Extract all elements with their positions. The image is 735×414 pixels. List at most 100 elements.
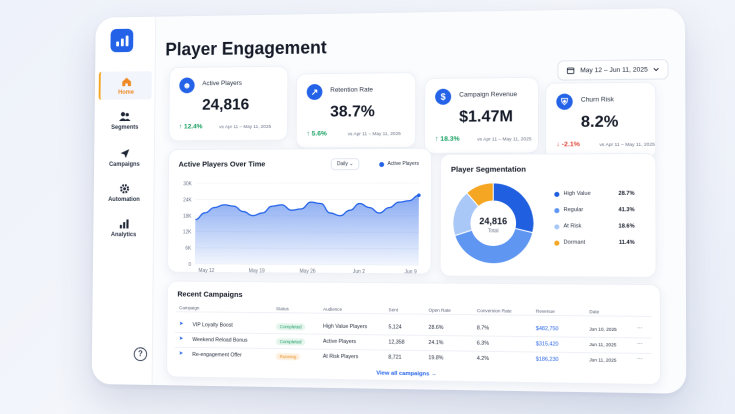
- donut-center-label: Total: [488, 228, 499, 234]
- sidebar-item-label: Segments: [98, 125, 151, 131]
- kpi-value: $1.47M: [459, 108, 513, 126]
- date-range-label: May 12 – Jun 11, 2025: [580, 66, 648, 74]
- legend-swatch: [554, 240, 559, 245]
- kpi-delta: ↓ -2.1%: [556, 141, 580, 148]
- legend-swatch: [554, 224, 559, 229]
- open-rate: 19.8%: [428, 355, 443, 361]
- column-header: Date: [589, 309, 599, 314]
- column-header: Audience: [323, 307, 342, 312]
- sidebar-item-home[interactable]: Home: [99, 71, 152, 100]
- campaigns-table: Campaign Status Audience Sent Open Rate Conve…: [168, 282, 660, 286]
- conversion-rate: 4.2%: [477, 356, 489, 362]
- conversion-rate: 8.7%: [477, 325, 489, 331]
- segment-value: 11.4%: [619, 240, 635, 246]
- row-divider: [175, 347, 652, 354]
- sent: 8,721: [388, 355, 401, 361]
- sidebar-item-analytics[interactable]: Analytics: [97, 218, 150, 239]
- app-window: Home Segments Campaigns Automation Analy…: [92, 8, 687, 394]
- column-header: Open Rate: [428, 308, 450, 313]
- legend-swatch: [554, 191, 559, 196]
- view-all-link[interactable]: View all campaigns →: [376, 371, 437, 378]
- sidebar-item-automation[interactable]: Automation: [97, 182, 150, 203]
- campaign-name[interactable]: Weekend Reload Bonus: [192, 337, 247, 344]
- calendar-icon: [567, 66, 575, 74]
- conversion-rate: 6.3%: [477, 341, 489, 347]
- home-icon: [101, 75, 152, 87]
- legend-swatch: [554, 208, 559, 213]
- bar-chart-icon: [97, 218, 150, 230]
- row-menu-icon[interactable]: ⋯: [637, 357, 643, 363]
- kpi-card-revenue: $ Campaign Revenue $1.47M ↑ 18.3% vs Apr…: [424, 77, 539, 154]
- kpi-card-churn: ⛨ Churn Risk 8.2% ↓ -2.1% vs Apr 11 – Ma…: [545, 82, 656, 160]
- divider: [175, 311, 651, 317]
- donut-chart: 24,816Total: [441, 154, 658, 279]
- chevron-down-icon: [653, 66, 659, 72]
- y-tick-label: 6K: [185, 246, 192, 252]
- date: Jun 11, 2025: [589, 342, 616, 347]
- kpi-delta-value: 5.6%: [312, 131, 327, 138]
- y-tick-label: 12K: [183, 230, 192, 236]
- sidebar-item-segments[interactable]: Segments: [98, 110, 151, 131]
- send-icon: ➤: [179, 336, 183, 342]
- sidebar-item-campaigns[interactable]: Campaigns: [98, 147, 151, 168]
- kpi-card-active-players: ☻ Active Players 24,816 ↑ 12.4% vs Apr 1…: [168, 66, 288, 142]
- segment-legend-row: Regular 41.3%: [554, 207, 634, 213]
- active-players-chart-card: Active Players Over Time Daily ⌄ Active …: [167, 148, 432, 275]
- kpi-compare: vs Apr 11 – May 11, 2025: [477, 137, 531, 142]
- dollar-icon: $: [435, 89, 451, 105]
- shield-icon: ⛨: [556, 94, 572, 110]
- kpi-delta: ↑ 18.3%: [435, 136, 460, 143]
- kpi-delta-value: -2.1%: [562, 141, 580, 148]
- view-all-label: View all campaigns: [376, 371, 429, 378]
- revenue: $482,750: [536, 326, 559, 332]
- gear-icon: [98, 182, 151, 194]
- sent: 5,124: [388, 324, 401, 330]
- data-point-last: [417, 193, 421, 197]
- segment-value: 18.6%: [618, 223, 634, 229]
- segment-value: 41.3%: [618, 207, 634, 213]
- campaign-name[interactable]: VIP Loyalty Boost: [192, 322, 232, 328]
- row-menu-icon[interactable]: ⋯: [637, 326, 643, 332]
- kpi-compare: vs Apr 11 – May 11, 2025: [348, 132, 401, 137]
- trend-icon: ↗: [307, 84, 323, 100]
- kpi-label: Campaign Revenue: [459, 91, 517, 99]
- segment-label: Regular: [564, 207, 584, 213]
- open-rate: 24.1%: [428, 340, 443, 346]
- kpi-value: 8.2%: [581, 113, 619, 132]
- sidebar-item-label: Home: [101, 90, 152, 96]
- segment-legend-row: At Risk 18.6%: [554, 223, 634, 229]
- kpi-delta-value: 18.3%: [440, 136, 459, 143]
- area-chart: 06K12K18K24K30KMay 12 May 19 May 26 Jun 2 Ju…: [168, 149, 433, 276]
- kpi-delta: ↑ 5.6%: [306, 131, 326, 138]
- x-tick-label: Jun 9: [404, 269, 416, 275]
- x-tick-label: May 26: [300, 269, 316, 275]
- column-header: Sent: [388, 307, 397, 312]
- sidebar: Home Segments Campaigns Automation Analy…: [92, 17, 157, 385]
- date: Jun 11, 2025: [589, 357, 616, 363]
- kpi-card-retention: ↗ Retention Rate 38.7% ↑ 5.6% vs Apr 11 …: [296, 72, 417, 148]
- audience: Active Players: [323, 339, 356, 345]
- segment-label: High Value: [564, 191, 591, 197]
- y-tick-label: 0: [188, 262, 191, 268]
- revenue: $186,230: [536, 357, 559, 363]
- kpi-label: Churn Risk: [581, 96, 614, 103]
- recent-campaigns-card: Recent Campaigns Campaign Status Audience S…: [166, 281, 661, 386]
- audience: High Value Players: [323, 324, 367, 331]
- kpi-compare: vs Apr 11 – May 11, 2025: [599, 143, 655, 148]
- sidebar-item-label: Analytics: [97, 232, 150, 238]
- column-header: Campaign: [179, 305, 199, 310]
- kpi-delta: ↑ 12.4%: [179, 123, 203, 130]
- x-tick-label: May 12: [199, 268, 215, 274]
- help-icon[interactable]: ?: [134, 347, 148, 361]
- y-tick-label: 18K: [183, 213, 192, 219]
- column-header: Revenue: [536, 309, 555, 314]
- date-range-picker[interactable]: May 12 – Jun 11, 2025: [558, 59, 669, 81]
- app-logo: [110, 29, 133, 53]
- campaign-name[interactable]: Re-engagement Offer: [192, 352, 242, 359]
- row-menu-icon[interactable]: ⋯: [637, 341, 643, 347]
- revenue: $315,420: [536, 341, 559, 347]
- date: Jun 10, 2025: [589, 327, 617, 332]
- segment-legend-row: Dormant 11.4%: [554, 240, 634, 246]
- kpi-value: 24,816: [202, 97, 249, 115]
